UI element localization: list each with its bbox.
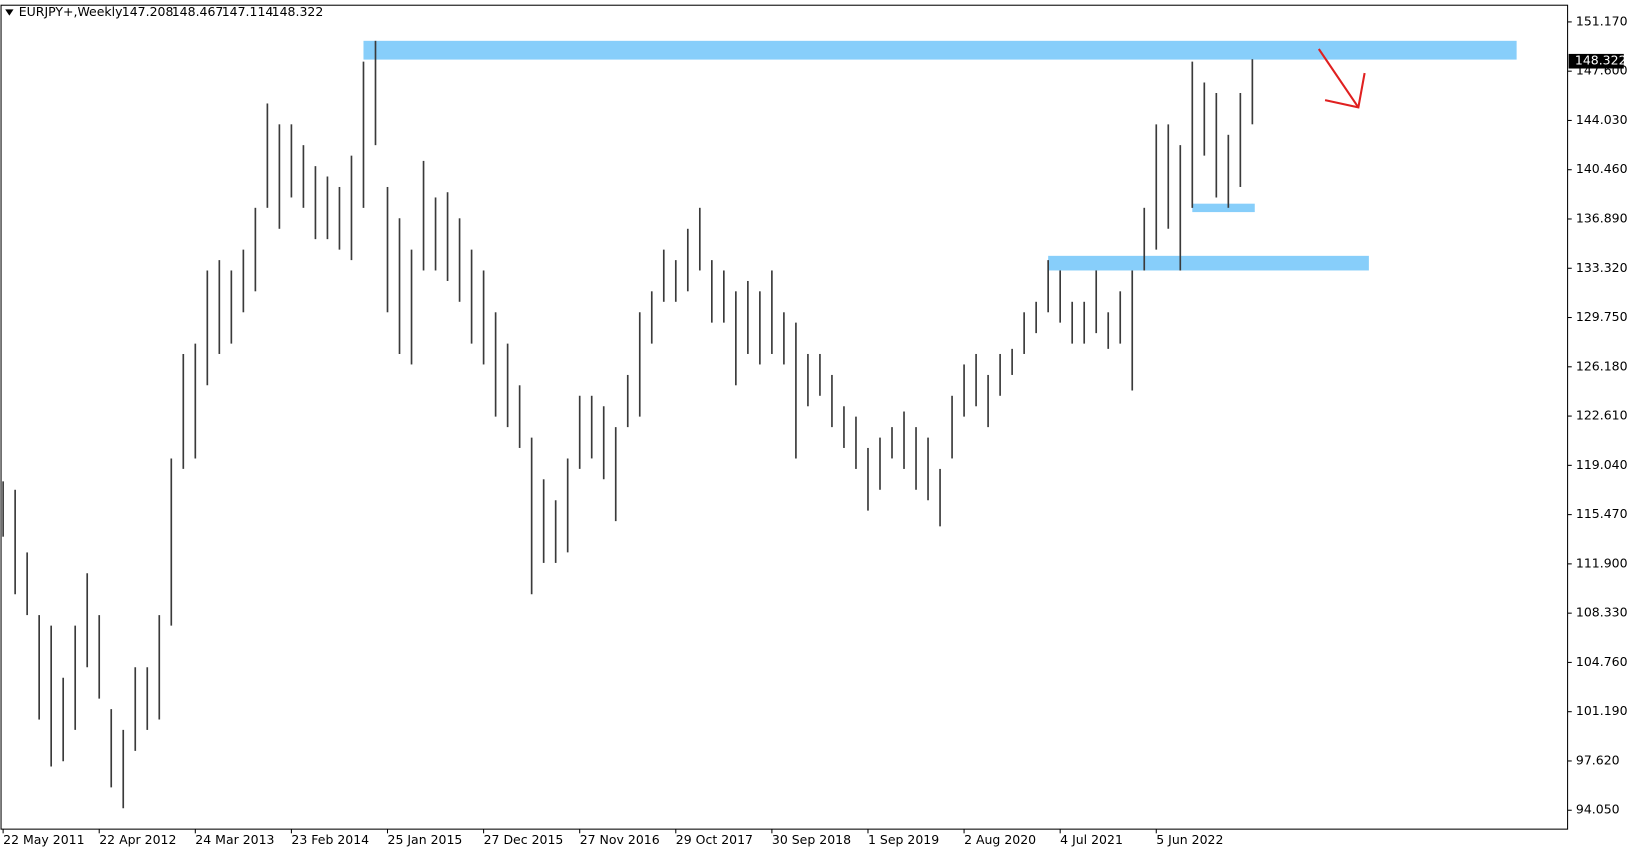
plot-frame — [0, 4, 1569, 830]
zone — [1192, 203, 1255, 213]
arrow-head — [1324, 72, 1366, 109]
x-tick-label: 24 Mar 2013 — [195, 832, 274, 847]
y-tick-label: 97.620 — [1576, 752, 1620, 767]
zone — [363, 40, 1517, 60]
y-tick-label: 144.030 — [1576, 112, 1628, 127]
arrow-shaft — [1317, 48, 1360, 109]
x-tick-label: 23 Feb 2014 — [291, 832, 369, 847]
x-tick-label: 22 May 2011 — [3, 832, 84, 847]
y-tick-label: 119.040 — [1576, 457, 1628, 472]
last-price-label: 148.322 — [1575, 53, 1627, 68]
y-tick-label: 140.460 — [1576, 161, 1628, 176]
y-tick-label: 104.760 — [1576, 654, 1628, 669]
x-tick-label: 22 Apr 2012 — [99, 832, 176, 847]
y-tick-label: 101.190 — [1576, 703, 1628, 718]
header-triangle — [5, 9, 14, 16]
y-tick-label: 129.750 — [1576, 309, 1628, 324]
header-low: 147.114 — [222, 4, 274, 19]
y-tick-label: 136.890 — [1576, 210, 1628, 225]
header-high: 148.467 — [172, 4, 224, 19]
last-price-box — [1568, 53, 1624, 69]
x-tick-label: 30 Sep 2018 — [772, 832, 851, 847]
x-tick-label: 1 Sep 2019 — [868, 832, 939, 847]
chart-title: EURJPY+,Weekly — [19, 4, 123, 19]
y-tick-label: 122.610 — [1576, 408, 1628, 423]
header-open: 147.208 — [122, 4, 174, 19]
x-tick-label: 27 Nov 2016 — [580, 832, 660, 847]
bars — [2, 40, 1254, 809]
x-tick-label: 2 Aug 2020 — [964, 832, 1036, 847]
x-tick-label: 27 Dec 2015 — [484, 832, 564, 847]
y-tick-label: 133.320 — [1576, 260, 1628, 275]
arrow-annotation — [1317, 48, 1366, 109]
zone — [1048, 255, 1369, 271]
y-tick-label: 151.170 — [1576, 13, 1628, 28]
y-tick-label: 115.470 — [1576, 506, 1628, 521]
y-tick-label: 111.900 — [1576, 555, 1628, 570]
header-close: 148.322 — [272, 4, 324, 19]
y-tick-label: 108.330 — [1576, 605, 1628, 620]
y-tick-label: 94.050 — [1576, 802, 1620, 817]
x-tick-label: 25 Jan 2015 — [388, 832, 463, 847]
zones — [363, 40, 1517, 271]
x-tick-label: 4 Jul 2021 — [1060, 832, 1123, 847]
x-tick-label: 29 Oct 2017 — [676, 832, 753, 847]
x-tick-label: 5 Jun 2022 — [1156, 832, 1223, 847]
y-tick-label: 126.180 — [1576, 358, 1628, 373]
